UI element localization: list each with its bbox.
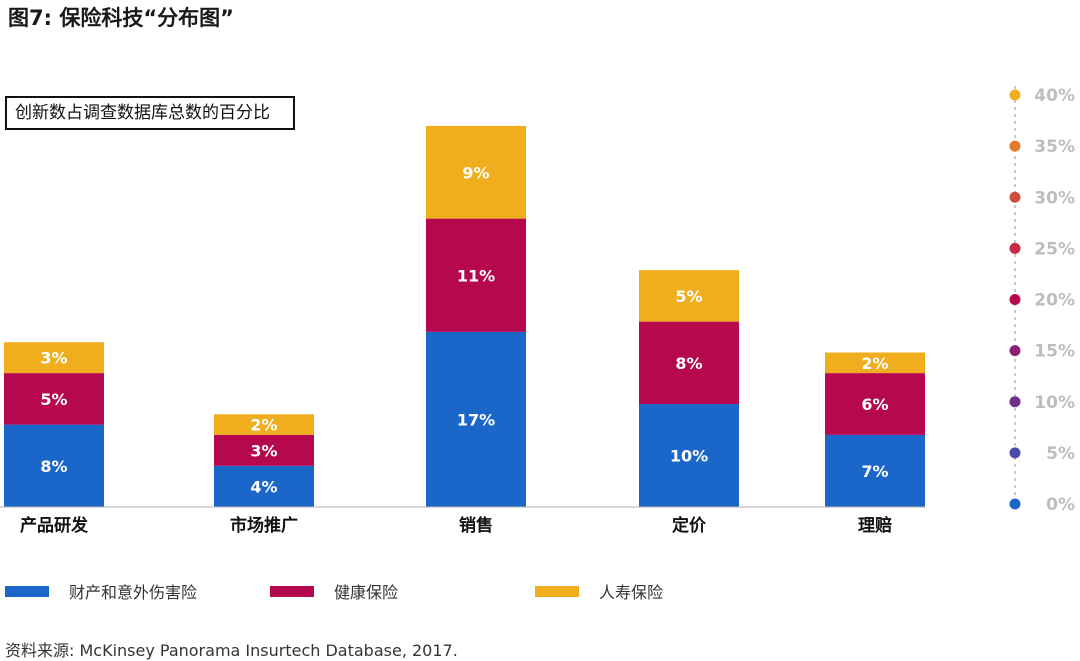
- data-label-2-0: 17%: [457, 410, 495, 429]
- bar-segment-3-2: [639, 270, 739, 322]
- data-label-4-0: 7%: [861, 462, 888, 481]
- stacked-bar-chart: 8% 5% 3% 4% 3% 2% 17% 11% 9% 10% 8% 5% 7% 6% 2% 产品研发 市场…: [0, 86, 1075, 536]
- bar-segment-3-1: [639, 321, 739, 404]
- y-tick-dot-0: [1009, 498, 1021, 510]
- data-label-3-2: 5%: [675, 287, 702, 306]
- y-tick-dot-8: [1009, 89, 1021, 101]
- y-tick-label-4: 20%: [1034, 291, 1075, 311]
- y-tick-dot-4: [1009, 294, 1021, 305]
- data-label-3-1: 8%: [675, 354, 702, 373]
- y-tick-label-8: 40%: [1034, 86, 1075, 106]
- bars-group: 8% 5% 3% 4% 3% 2% 17% 11% 9% 10% 8% 5% 7% 6% 2%: [4, 125, 925, 507]
- y-tick-label-2: 10%: [1034, 393, 1075, 413]
- legend: 财产和意外伤害险 健康保险 人寿保险: [0, 576, 1080, 606]
- data-label-1-0: 4%: [250, 477, 277, 496]
- bar-segment-1-0: [214, 465, 314, 507]
- bar-segment-1-2: [214, 414, 314, 435]
- legend-label-property: 财产和意外伤害险: [69, 583, 198, 602]
- x-tick-label-2: 销售: [459, 515, 493, 536]
- y-axis-ticks: 0% 5% 10% 15% 20% 25% 30% 35% 40%: [1009, 86, 1075, 515]
- bar-segment-2-2: [426, 125, 526, 219]
- bar-segment-0-1: [4, 373, 104, 425]
- source-note: 资料来源: McKinsey Panorama Insurtech Databa…: [5, 641, 458, 660]
- x-tick-label-3: 定价: [672, 515, 707, 536]
- bar-segment-3-0: [639, 404, 739, 507]
- y-tick-dot-6: [1009, 191, 1021, 203]
- legend-label-life: 人寿保险: [599, 583, 664, 602]
- x-axis-labels: 产品研发 市场推广 销售 定价 理赔: [20, 515, 892, 536]
- y-tick-label-3: 15%: [1034, 342, 1075, 362]
- legend-swatch-property: [5, 585, 49, 597]
- legend-item-life: 人寿保险: [535, 576, 663, 606]
- y-tick-dot-2: [1009, 396, 1021, 408]
- legend-swatch-life: [535, 585, 579, 597]
- data-label-0-0: 8%: [40, 457, 67, 476]
- bar-segment-2-1: [426, 218, 526, 332]
- data-label-0-2: 3%: [40, 349, 67, 368]
- bar-segment-0-2: [4, 342, 104, 374]
- y-tick-dot-3: [1009, 345, 1021, 357]
- page-title: 图7: 保险科技“分布图”: [8, 6, 234, 30]
- y-tick-label-6: 30%: [1034, 188, 1075, 208]
- x-tick-label-4: 理赔: [858, 515, 892, 536]
- y-tick-label-0: 0%: [1046, 495, 1075, 515]
- bar-segment-4-1: [825, 373, 925, 435]
- data-label-2-2: 9%: [462, 163, 489, 182]
- bar-segment-4-0: [825, 434, 925, 507]
- data-label-1-2: 2%: [250, 416, 277, 435]
- bar-segment-0-0: [4, 424, 104, 507]
- data-label-4-1: 6%: [861, 395, 888, 414]
- bar-segment-1-1: [214, 434, 314, 466]
- data-label-0-1: 5%: [40, 390, 67, 409]
- legend-label-health: 健康保险: [334, 583, 399, 602]
- y-tick-label-7: 35%: [1034, 137, 1075, 157]
- y-tick-label-1: 5%: [1046, 444, 1075, 464]
- data-label-3-0: 10%: [670, 447, 708, 466]
- data-label-4-2: 2%: [861, 354, 888, 373]
- legend-swatch-health: [270, 585, 314, 597]
- chart-subtitle: 创新数占调查数据库总数的百分比: [5, 96, 295, 130]
- y-tick-dot-1: [1009, 447, 1021, 459]
- bar-segment-4-2: [825, 352, 925, 374]
- data-label-1-1: 3%: [250, 441, 277, 460]
- legend-item-property: 财产和意外伤害险: [5, 576, 197, 606]
- y-tick-dot-7: [1009, 140, 1021, 152]
- x-tick-label-0: 产品研发: [20, 515, 89, 536]
- legend-item-health: 健康保险: [270, 576, 398, 606]
- y-tick-dot-5: [1009, 242, 1021, 254]
- y-tick-label-5: 25%: [1034, 239, 1075, 259]
- x-tick-label-1: 市场推广: [230, 515, 298, 536]
- bar-segment-2-0: [426, 331, 526, 507]
- data-label-2-1: 11%: [457, 266, 495, 285]
